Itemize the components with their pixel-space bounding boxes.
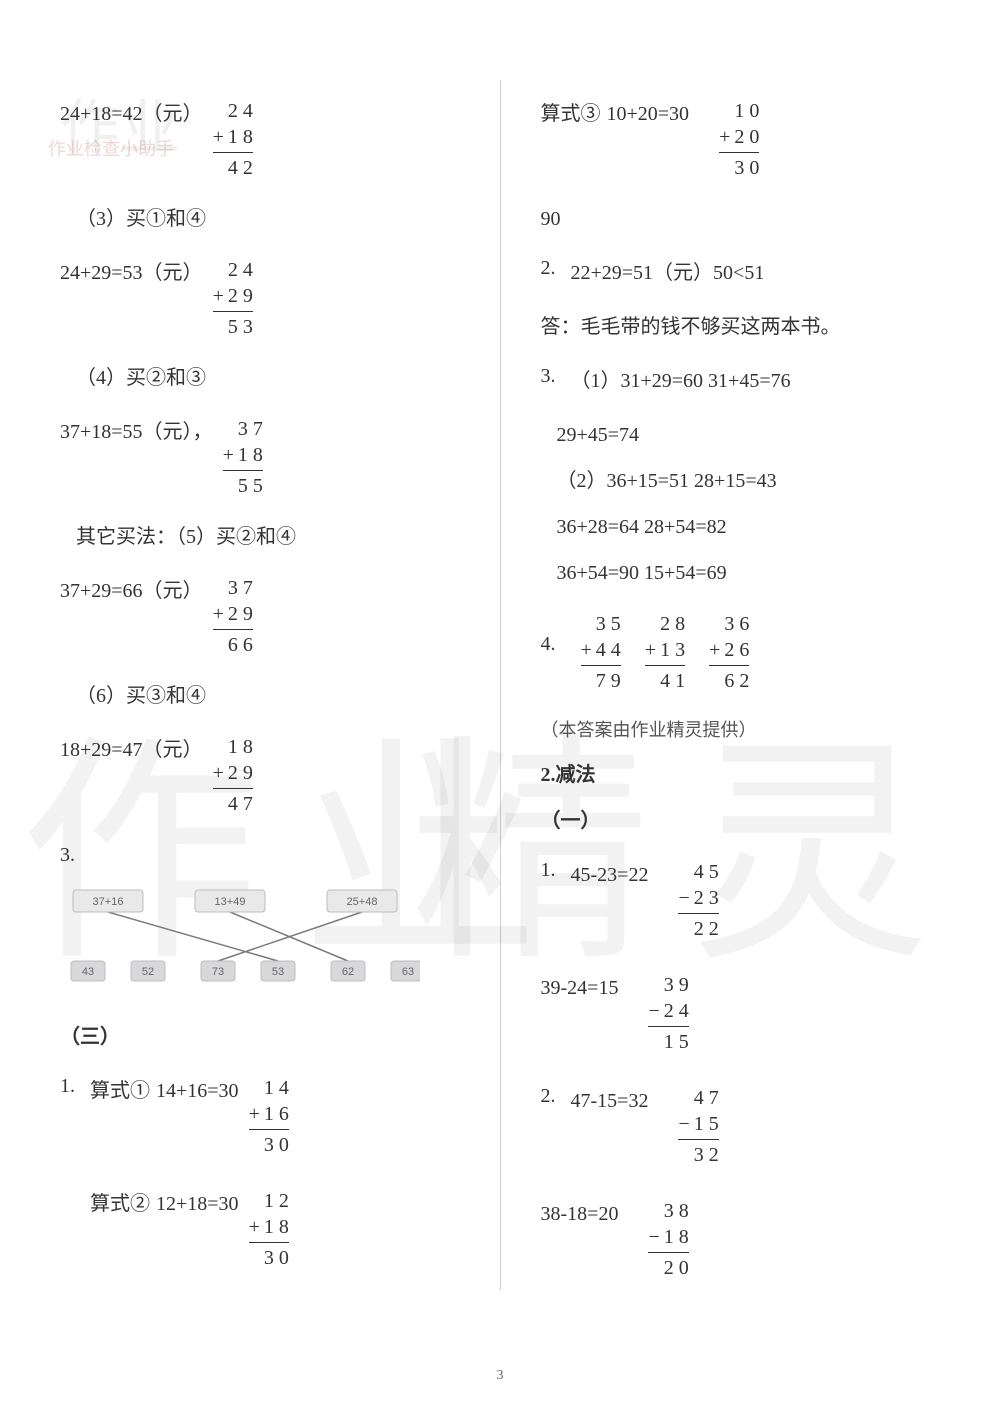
vertical-calc: 3 5+4 47 9: [581, 611, 621, 694]
formula-label: 算式①: [90, 1075, 150, 1107]
equation-text: （2）36+15=51 28+15=43: [541, 465, 941, 497]
sec3-q1a: 1. 算式① 14+16=30 1 4 +1 6 3 0: [60, 1075, 460, 1158]
formula-label: 算式③: [541, 98, 601, 130]
section-3-heading: （三）: [60, 1021, 460, 1053]
vertical-calc: 2 4 +1 8 4 2: [213, 98, 253, 181]
vertical-calc: 3 6+2 66 2: [709, 611, 749, 694]
question-2-label: 2.: [541, 257, 571, 280]
equation-text: 45-23=22: [571, 859, 649, 891]
question-2-label: 2.: [541, 1085, 571, 1108]
credit-text: （本答案由作业精灵提供）: [541, 716, 941, 745]
equation-text: 47-15=32: [571, 1085, 649, 1117]
subheading-5: 其它买法：（5）买②和④: [60, 521, 460, 553]
vertical-calc: 1 8 +2 9 4 7: [213, 734, 253, 817]
svg-text:62: 62: [342, 966, 354, 978]
q2: 2. 22+29=51（元）50<51: [541, 257, 941, 289]
question-3-label: 3.: [60, 839, 460, 871]
equation-text: 24+18=42（元）: [60, 98, 203, 130]
column-divider: [500, 80, 501, 1290]
subheading-4: （4）买②和③: [60, 362, 460, 394]
equation-text: 36+28=64 28+54=82: [541, 511, 941, 543]
svg-text:52: 52: [142, 966, 154, 978]
calc-top: 2 4: [213, 98, 253, 124]
vertical-calc: 3 9 −2 4 1 5: [648, 972, 688, 1055]
r2a: 2. 47-15=32 4 7 −1 5 3 2: [541, 1085, 941, 1168]
equation-text: （1）31+29=60 31+45=76: [571, 365, 791, 397]
vertical-calc: 3 7 +2 9 6 6: [213, 575, 253, 658]
q4-columns: 3 5+4 47 9 2 8+1 34 1 3 6+2 66 2: [571, 611, 764, 694]
equation-text: 10+20=30: [607, 98, 690, 130]
r1a: 1. 45-23=22 4 5 −2 3 2 2: [541, 859, 941, 942]
question-1-label: 1.: [541, 859, 571, 882]
section-1-heading: （一）: [541, 805, 941, 837]
sec3-q1b: 算式② 12+18=30 1 2 +1 8 3 0: [60, 1188, 460, 1271]
equation-text: 37+29=66（元）: [60, 575, 203, 607]
svg-text:13+49: 13+49: [215, 896, 246, 908]
equation-text: 12+18=30: [156, 1188, 239, 1220]
subheading-6: （6）买③和④: [60, 680, 460, 712]
answer-text: 答：毛毛带的钱不够买这两本书。: [541, 311, 941, 343]
equation-text: 38-18=20: [541, 1198, 619, 1230]
problem-3: 37+18=55（元）， 3 7 +1 8 5 5: [60, 416, 460, 499]
equation-text: 14+16=30: [156, 1075, 239, 1107]
svg-text:25+48: 25+48: [347, 896, 378, 908]
page-number: 3: [0, 1368, 1000, 1384]
vertical-calc: 1 2 +1 8 3 0: [249, 1188, 289, 1271]
vertical-calc: 1 4 +1 6 3 0: [249, 1075, 289, 1158]
two-column-layout: 24+18=42（元） 2 4 +1 8 4 2 （3）买①和④ 24+29=5…: [60, 90, 940, 1290]
left-column: 24+18=42（元） 2 4 +1 8 4 2 （3）买①和④ 24+29=5…: [60, 90, 460, 1290]
question-4-label: 4.: [541, 611, 571, 656]
equation-text: 24+29=53（元）: [60, 257, 203, 289]
problem-4: 37+29=66（元） 3 7 +2 9 6 6: [60, 575, 460, 658]
vertical-calc: 3 8 −1 8 2 0: [648, 1198, 688, 1281]
vertical-calc: 1 0 +2 0 3 0: [719, 98, 759, 181]
subtraction-heading: 2.减法: [541, 759, 941, 791]
equation-text: 22+29=51（元）50<51: [571, 257, 765, 289]
vertical-calc: 4 5 −2 3 2 2: [678, 859, 718, 942]
formula-label: 算式②: [90, 1188, 150, 1220]
equation-text: 39-24=15: [541, 972, 619, 1004]
svg-text:73: 73: [212, 966, 224, 978]
calc-mid: +1 8: [213, 124, 253, 150]
problem-5: 18+29=47（元） 1 8 +2 9 4 7: [60, 734, 460, 817]
vertical-calc: 3 7 +1 8 5 5: [223, 416, 263, 499]
svg-text:43: 43: [82, 966, 94, 978]
r2b: 38-18=20 3 8 −1 8 2 0: [541, 1198, 941, 1281]
vertical-calc: 2 8+1 34 1: [645, 611, 685, 694]
q4: 4. 3 5+4 47 9 2 8+1 34 1 3 6+2 66 2: [541, 611, 941, 694]
equation-text: 18+29=47（元）: [60, 734, 203, 766]
right-column: 算式③ 10+20=30 1 0 +2 0 3 0 90 2. 22+29=51…: [541, 90, 941, 1290]
equation-text: 29+45=74: [541, 419, 941, 451]
question-1-label: 1.: [60, 1075, 90, 1098]
result-90: 90: [541, 203, 941, 235]
equation-text: 36+54=90 15+54=69: [541, 557, 941, 589]
r1b: 39-24=15 3 9 −2 4 1 5: [541, 972, 941, 1055]
calc-sum: 4 2: [213, 152, 253, 181]
problem-1: 24+18=42（元） 2 4 +1 8 4 2: [60, 98, 460, 181]
svg-text:53: 53: [272, 966, 284, 978]
problem-2: 24+29=53（元） 2 4 +2 9 5 3: [60, 257, 460, 340]
equation-text: 37+18=55（元），: [60, 416, 213, 448]
sec3-q1c: 算式③ 10+20=30 1 0 +2 0 3 0: [541, 98, 941, 181]
question-3-label: 3.: [541, 365, 571, 388]
page: 作业 作业检查小助手 作业 精灵 24+18=42（元） 2 4 +1 8 4 …: [0, 0, 1000, 1414]
matching-diagram: 37+16 13+49 25+48 43 52 73 53 62 63: [60, 879, 460, 1005]
svg-text:37+16: 37+16: [93, 896, 124, 908]
vertical-calc: 4 7 −1 5 3 2: [678, 1085, 718, 1168]
q3: 3. （1）31+29=60 31+45=76: [541, 365, 941, 397]
vertical-calc: 2 4 +2 9 5 3: [213, 257, 253, 340]
subheading-3: （3）买①和④: [60, 203, 460, 235]
svg-text:63: 63: [402, 966, 414, 978]
